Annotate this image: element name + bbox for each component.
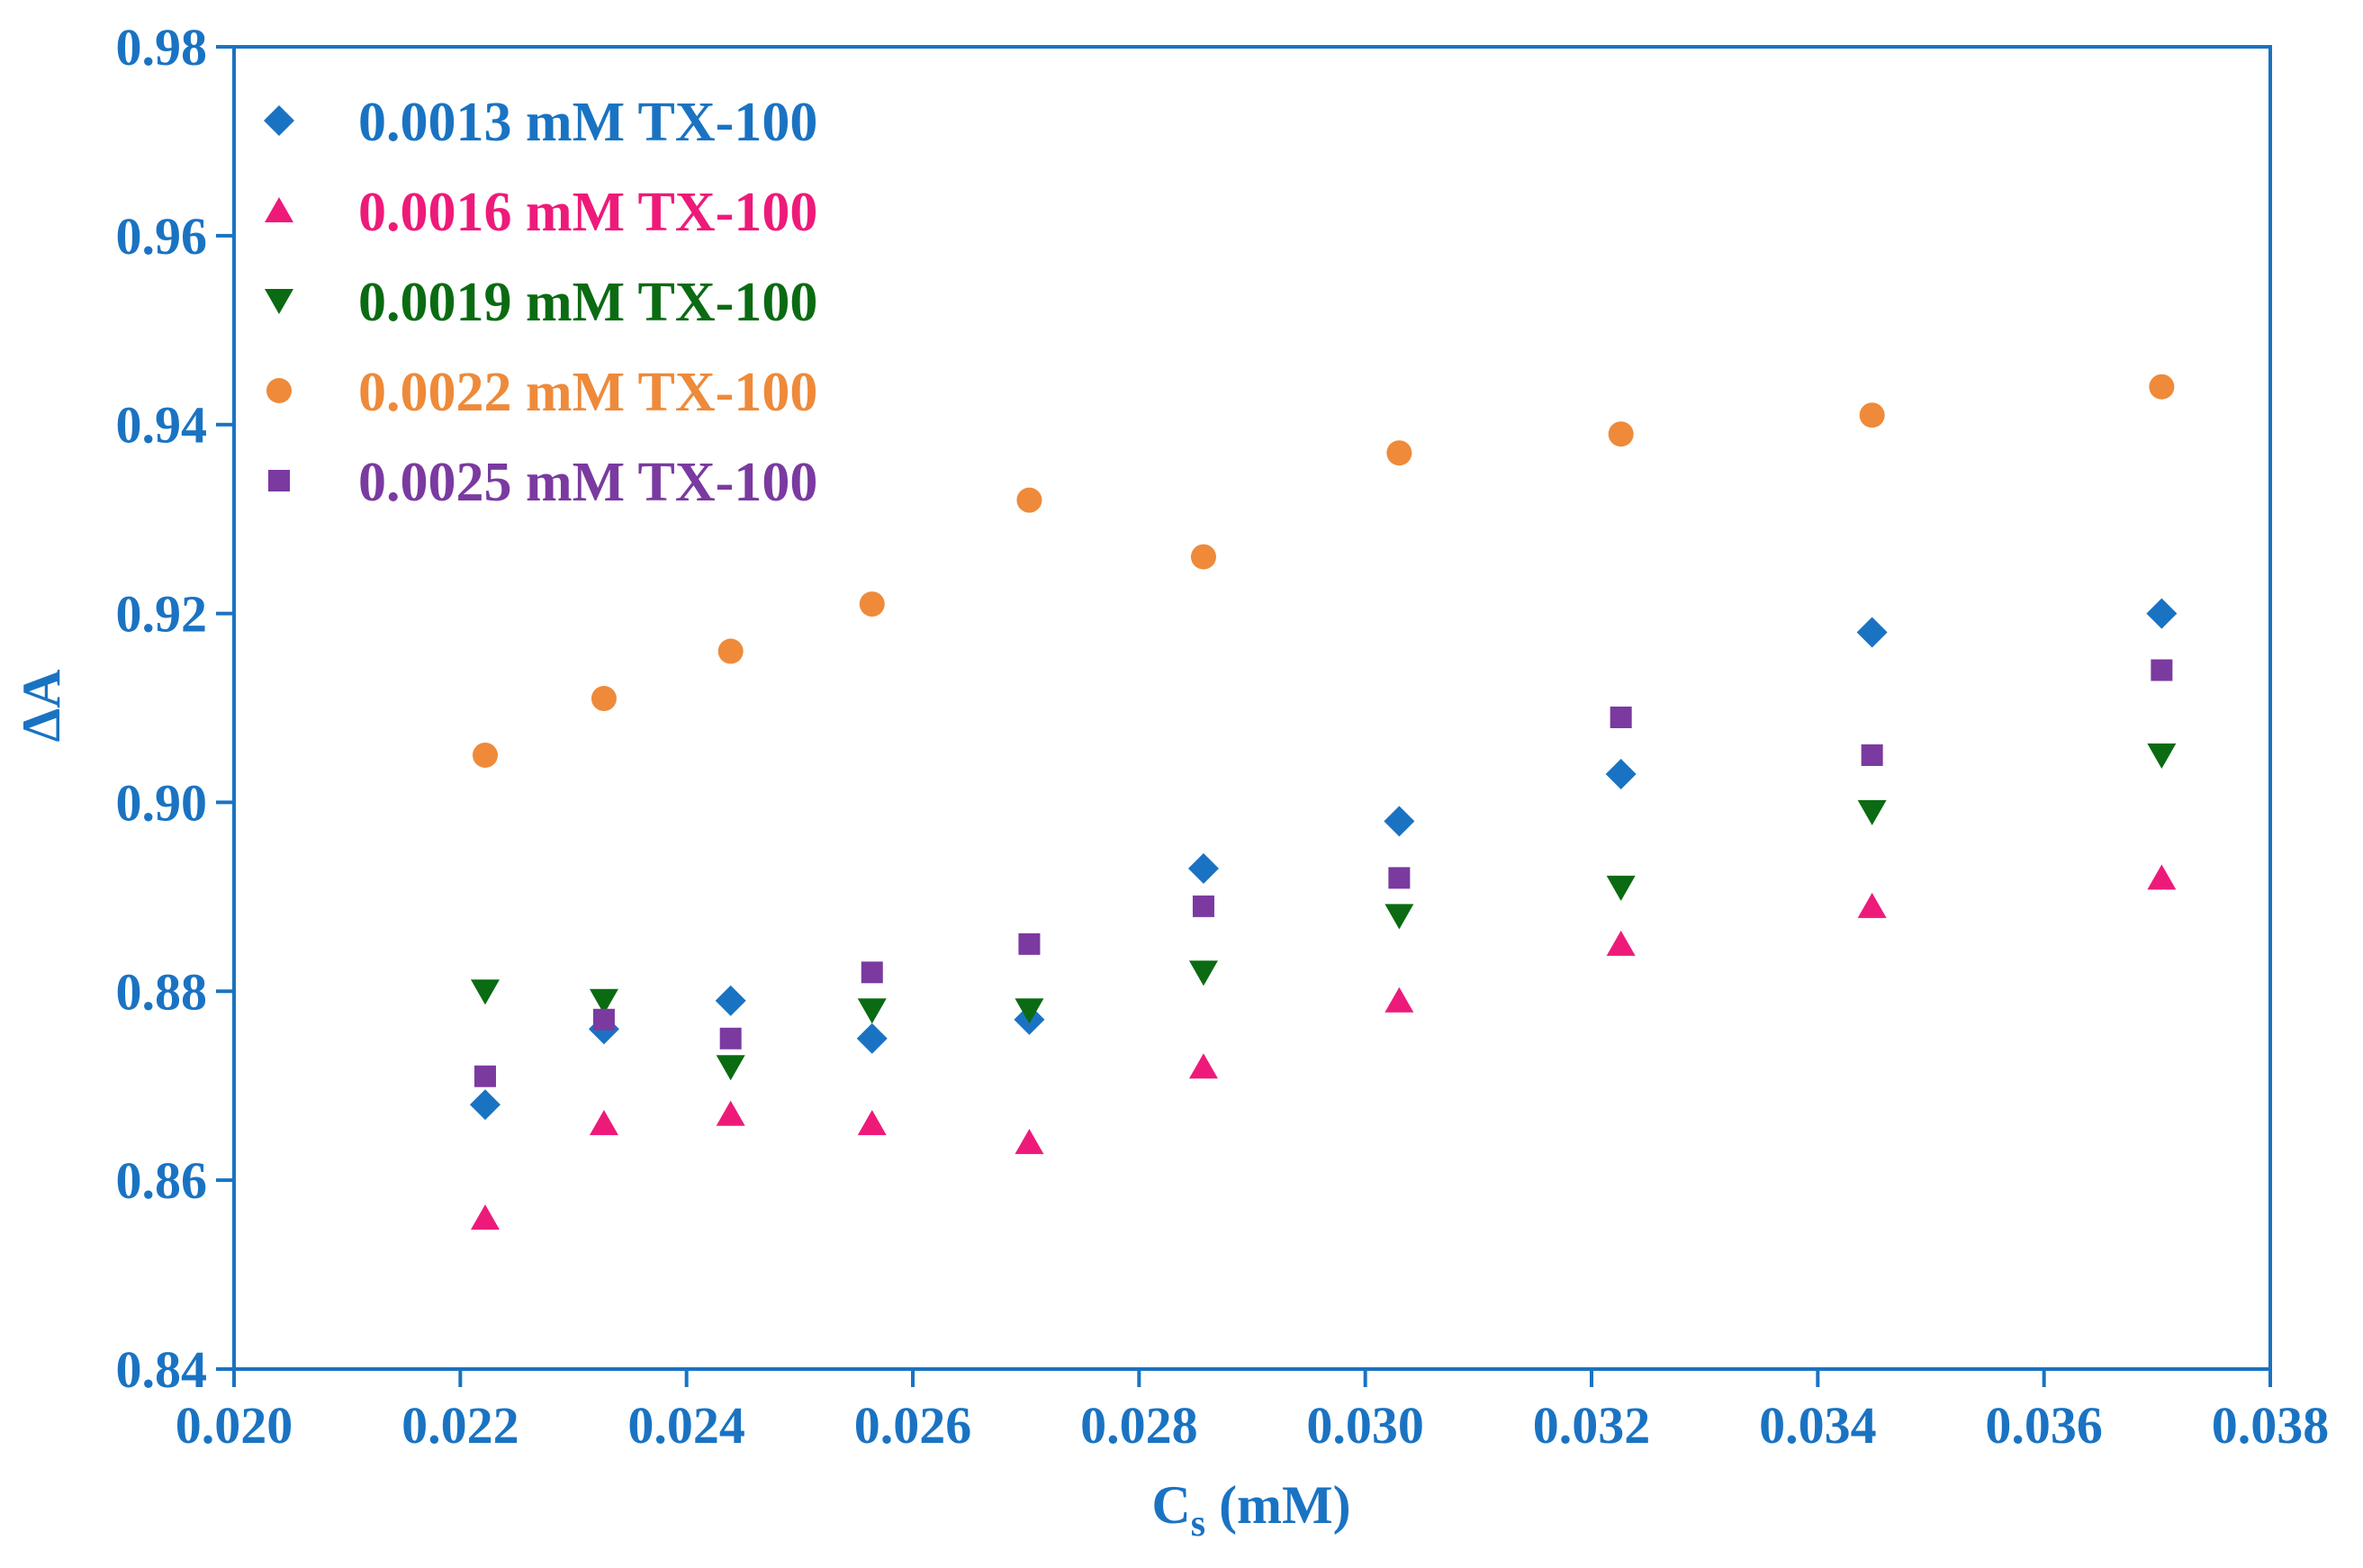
x-axis-label-unit: (mM) (1205, 1475, 1351, 1535)
x-axis-label: Cs (mM) (1151, 1475, 1350, 1545)
data-point (1192, 895, 1214, 917)
data-point (1388, 867, 1411, 889)
data-point (589, 1110, 618, 1136)
data-point (1018, 933, 1041, 955)
data-point (474, 1065, 496, 1087)
legend-marker (268, 470, 290, 491)
legend-item: 0.0016 mM TX-100 (265, 182, 817, 243)
plot-frame (232, 45, 2272, 1371)
legend-item: 0.0025 mM TX-100 (268, 452, 817, 513)
x-tick-label: 0.036 (1985, 1396, 2103, 1455)
series-3 (470, 743, 2177, 1081)
data-point (1856, 617, 1888, 648)
legend-label: 0.0022 mM TX-100 (358, 362, 817, 423)
data-point (1610, 706, 1632, 728)
data-point (2146, 598, 2178, 629)
data-point (591, 686, 617, 712)
y-tick-label: 0.98 (116, 18, 208, 77)
data-point (856, 1023, 888, 1054)
data-point (716, 1100, 745, 1126)
x-tick-label: 0.026 (854, 1396, 972, 1455)
y-tick-label: 0.86 (116, 1151, 208, 1210)
x-tick-label: 0.028 (1080, 1396, 1198, 1455)
data-point (470, 979, 500, 1005)
data-point (857, 998, 887, 1024)
x-tick-label: 0.020 (176, 1396, 293, 1455)
y-tick-label: 0.90 (116, 773, 208, 832)
data-point (1386, 440, 1412, 466)
data-point (719, 1027, 742, 1050)
series-2 (470, 864, 2177, 1230)
data-point (592, 1008, 615, 1031)
data-point (1606, 875, 1636, 901)
x-tick-label: 0.032 (1533, 1396, 1651, 1455)
data-point (716, 1055, 745, 1081)
data-point (472, 742, 498, 768)
y-tick-label: 0.84 (116, 1340, 208, 1399)
x-tick-label: 0.034 (1759, 1396, 1877, 1455)
data-point (1861, 743, 1883, 766)
data-point (1608, 421, 1634, 447)
y-axis-label: ΔA (12, 670, 71, 743)
data-point (861, 961, 883, 984)
legend: 0.0013 mM TX-100 0.0016 mM TX-100 0.0019 m… (264, 92, 817, 513)
x-tick-label: 0.022 (401, 1396, 519, 1455)
legend-item: 0.0013 mM TX-100 (264, 92, 817, 153)
data-point (715, 985, 746, 1016)
data-point (857, 1110, 887, 1136)
data-point (1187, 852, 1219, 884)
legend-marker (266, 378, 292, 403)
data-point (469, 1089, 501, 1121)
data-point (1605, 758, 1637, 789)
x-tick-label: 0.038 (2212, 1396, 2330, 1455)
legend-label: 0.0013 mM TX-100 (358, 92, 817, 153)
data-point (2147, 743, 2177, 769)
data-point (2147, 864, 2177, 890)
data-point (1190, 544, 1216, 570)
data-point (589, 988, 618, 1014)
legend-label: 0.0025 mM TX-100 (358, 452, 817, 513)
legend-item: 0.0022 mM TX-100 (266, 362, 817, 423)
data-point (1015, 998, 1044, 1024)
legend-marker (264, 105, 294, 136)
data-point (2149, 374, 2175, 400)
data-point (1384, 806, 1415, 837)
data-point (1859, 402, 1885, 428)
y-tick-label: 0.96 (116, 207, 208, 266)
legend-label: 0.0019 mM TX-100 (358, 272, 817, 333)
x-axis-label-main: C (1151, 1475, 1190, 1535)
axes-layer: 0.020 0.022 0.024 0.026 0.028 0.030 0.032 0.034… (116, 18, 2330, 1455)
data-point (1188, 960, 1218, 987)
data-point (1857, 799, 1887, 825)
data-point (1384, 904, 1414, 930)
data-point (1606, 930, 1636, 956)
data-point (470, 1204, 500, 1230)
data-point (1384, 987, 1414, 1013)
data-point (1188, 1053, 1218, 1079)
legend-marker (265, 197, 293, 222)
marks-layer (469, 374, 2178, 1230)
data-point (1016, 487, 1042, 513)
data-point (1015, 1129, 1044, 1155)
data-point (2151, 659, 2173, 681)
series-1 (469, 598, 2178, 1121)
series-5 (474, 659, 2173, 1087)
y-tick-label: 0.92 (116, 585, 208, 644)
series-4 (472, 374, 2175, 768)
x-tick-label: 0.030 (1306, 1396, 1424, 1455)
legend-marker (265, 289, 293, 314)
legend-label: 0.0016 mM TX-100 (358, 182, 817, 243)
x-axis-label-subscript: s (1191, 1503, 1205, 1545)
data-point (717, 638, 744, 664)
x-tick-label: 0.024 (627, 1396, 745, 1455)
y-tick-label: 0.88 (116, 962, 208, 1021)
y-tick-label: 0.94 (116, 396, 208, 455)
data-point (1857, 892, 1887, 918)
data-point (859, 591, 885, 617)
legend-item: 0.0019 mM TX-100 (265, 272, 817, 333)
